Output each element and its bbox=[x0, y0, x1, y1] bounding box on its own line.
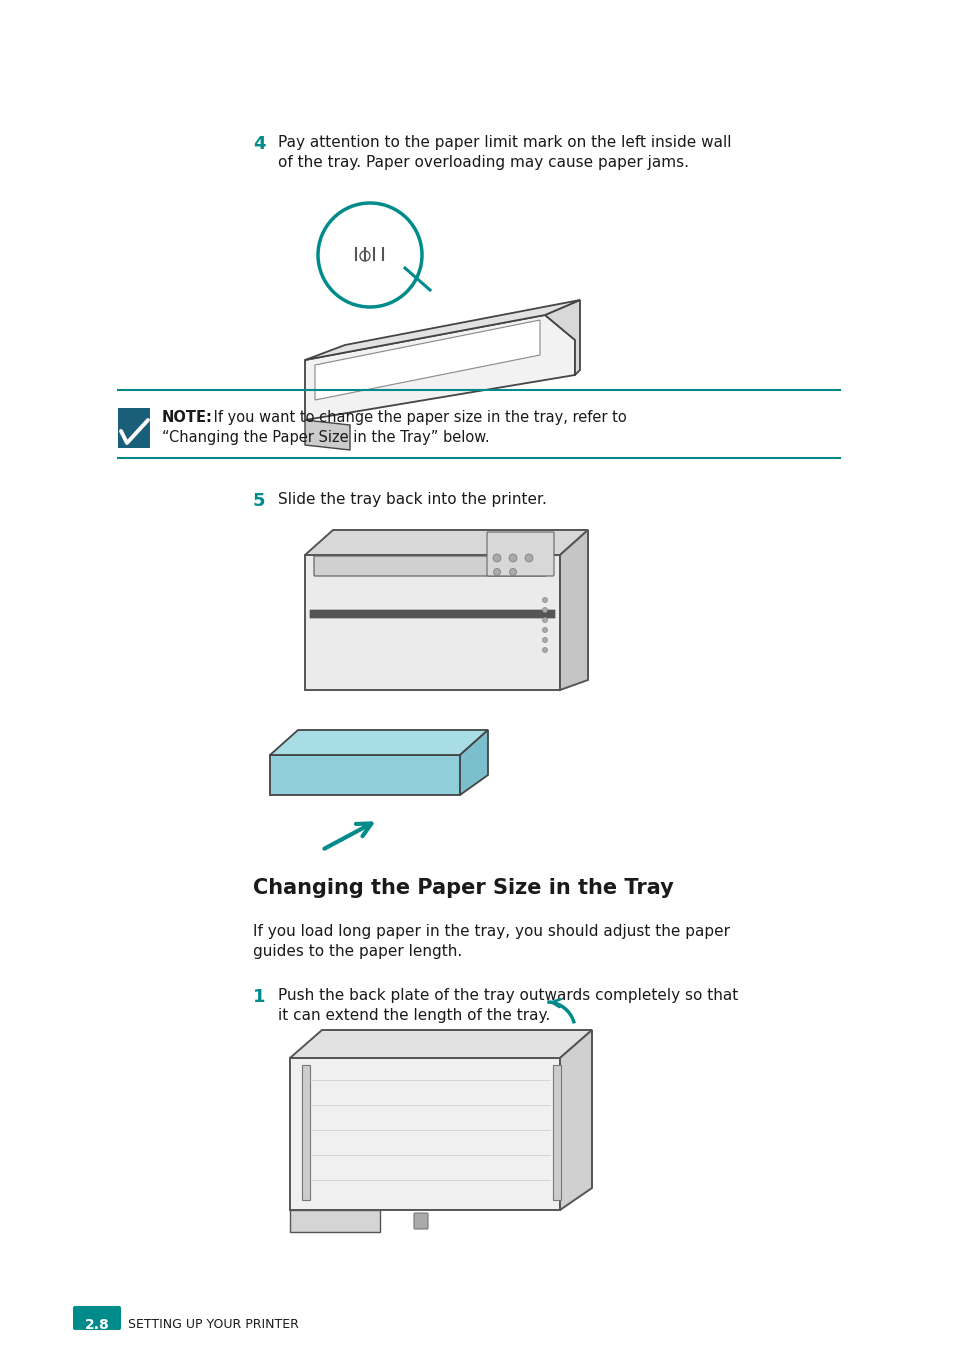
Polygon shape bbox=[305, 420, 350, 450]
Text: Push the back plate of the tray outwards completely so that: Push the back plate of the tray outwards… bbox=[277, 988, 738, 1002]
Text: If you load long paper in the tray, you should adjust the paper: If you load long paper in the tray, you … bbox=[253, 924, 729, 939]
Circle shape bbox=[542, 617, 547, 623]
Polygon shape bbox=[559, 530, 587, 690]
FancyBboxPatch shape bbox=[314, 557, 545, 576]
FancyBboxPatch shape bbox=[414, 1213, 428, 1229]
Text: Pay attention to the paper limit mark on the left inside wall: Pay attention to the paper limit mark on… bbox=[277, 135, 731, 150]
Polygon shape bbox=[305, 300, 579, 359]
Text: 4: 4 bbox=[253, 135, 265, 153]
Circle shape bbox=[493, 569, 500, 576]
Polygon shape bbox=[270, 730, 488, 755]
Polygon shape bbox=[290, 1210, 379, 1232]
Circle shape bbox=[542, 647, 547, 653]
Text: SETTING UP YOUR PRINTER: SETTING UP YOUR PRINTER bbox=[128, 1319, 298, 1331]
Text: it can extend the length of the tray.: it can extend the length of the tray. bbox=[277, 1008, 550, 1023]
Text: of the tray. Paper overloading may cause paper jams.: of the tray. Paper overloading may cause… bbox=[277, 155, 688, 170]
Polygon shape bbox=[553, 1065, 560, 1200]
Text: Slide the tray back into the printer.: Slide the tray back into the printer. bbox=[277, 492, 546, 507]
Polygon shape bbox=[302, 1065, 310, 1200]
FancyBboxPatch shape bbox=[310, 611, 555, 617]
Circle shape bbox=[509, 569, 516, 576]
FancyBboxPatch shape bbox=[118, 408, 150, 449]
Polygon shape bbox=[544, 300, 579, 376]
Text: guides to the paper length.: guides to the paper length. bbox=[253, 944, 462, 959]
Polygon shape bbox=[290, 1058, 559, 1210]
FancyBboxPatch shape bbox=[73, 1306, 121, 1329]
Polygon shape bbox=[305, 315, 575, 420]
Circle shape bbox=[493, 554, 500, 562]
Circle shape bbox=[524, 554, 533, 562]
Polygon shape bbox=[270, 755, 459, 794]
Text: Changing the Paper Size in the Tray: Changing the Paper Size in the Tray bbox=[253, 878, 673, 898]
Polygon shape bbox=[314, 320, 539, 400]
Text: 1: 1 bbox=[253, 988, 265, 1006]
Polygon shape bbox=[559, 1029, 592, 1210]
Circle shape bbox=[542, 608, 547, 612]
Polygon shape bbox=[305, 555, 559, 690]
FancyBboxPatch shape bbox=[486, 532, 554, 576]
Circle shape bbox=[542, 597, 547, 603]
Text: If you want to change the paper size in the tray, refer to: If you want to change the paper size in … bbox=[209, 409, 626, 426]
Circle shape bbox=[542, 627, 547, 632]
Circle shape bbox=[542, 638, 547, 643]
Text: “Changing the Paper Size in the Tray” below.: “Changing the Paper Size in the Tray” be… bbox=[162, 430, 489, 444]
Polygon shape bbox=[459, 730, 488, 794]
Circle shape bbox=[509, 554, 517, 562]
Text: 5: 5 bbox=[253, 492, 265, 509]
Text: 2.8: 2.8 bbox=[85, 1319, 110, 1332]
Polygon shape bbox=[290, 1029, 592, 1058]
Polygon shape bbox=[305, 530, 587, 555]
Text: NOTE:: NOTE: bbox=[162, 409, 213, 426]
